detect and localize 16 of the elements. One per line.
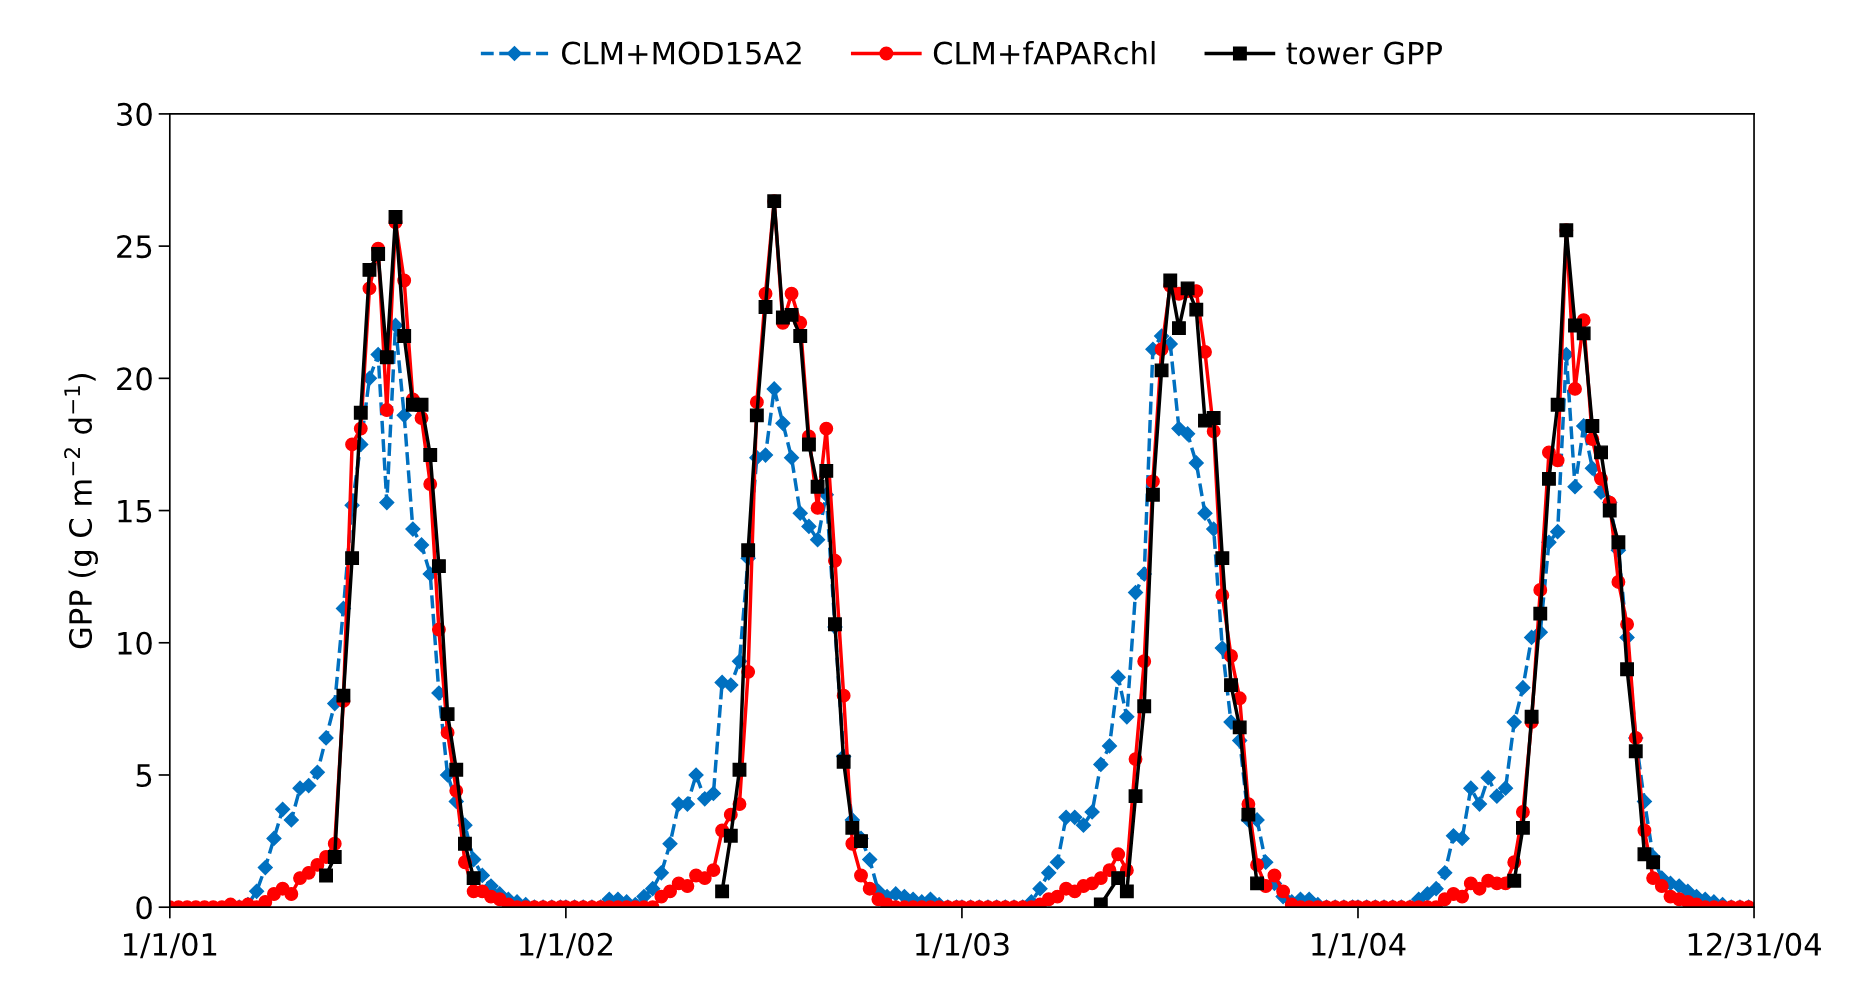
x-tick-label: 1/1/01	[123, 932, 217, 959]
y-tick-label: 25	[117, 235, 152, 259]
y-tick-label: 0	[136, 896, 152, 920]
y-tick-label: 10	[118, 631, 152, 655]
legend-label: CLM+MOD15A2	[562, 41, 801, 65]
y-tick-label: 20	[117, 367, 152, 391]
legend-label: CLM+fAPARchl	[933, 40, 1155, 65]
y-tick-label: 15	[118, 499, 152, 523]
legend-label: tower GPP	[1286, 41, 1442, 65]
x-tick-label: 1/1/04	[1312, 932, 1406, 959]
x-tick-label: 1/1/03	[916, 932, 1009, 959]
y-axis-title: GPP (g C m$^{−2}$ d$^{−1}$)	[64, 374, 98, 649]
y-tick-label: 5	[136, 764, 152, 788]
y-tick-label: 30	[117, 102, 152, 126]
x-tick-label: 1/1/02	[520, 932, 612, 959]
x-tick-label: 12/31/04	[1688, 932, 1821, 959]
